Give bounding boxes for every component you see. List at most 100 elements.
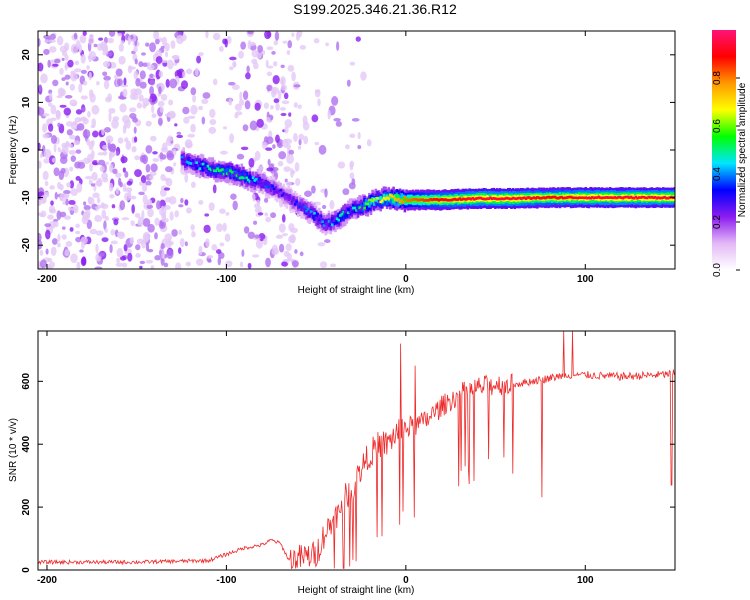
ridge-cell	[318, 215, 321, 218]
noise-blob	[64, 94, 73, 99]
ridge-cell	[251, 176, 255, 180]
noise-blob	[75, 230, 81, 235]
ridge-cell	[361, 205, 365, 212]
noise-blob	[80, 116, 85, 121]
ridge-cell	[334, 218, 337, 225]
ridge-cell	[180, 155, 184, 159]
noise-blob	[98, 37, 103, 41]
noise-blob	[75, 223, 80, 228]
noise-blob	[138, 94, 144, 102]
noise-blob	[91, 104, 100, 115]
noise-blob	[96, 81, 100, 86]
ridge-cell	[484, 197, 487, 201]
noise-blob	[167, 110, 176, 119]
noise-blob	[255, 238, 264, 249]
ridge-cell	[466, 197, 470, 200]
noise-blob	[278, 223, 286, 233]
ridge-cell	[661, 196, 665, 199]
noise-blob	[104, 215, 109, 221]
noise-blob	[69, 134, 76, 140]
noise-blob	[299, 251, 304, 257]
ridge-cell	[456, 198, 460, 201]
ridge-cell	[476, 196, 479, 200]
ridge-cell	[463, 197, 466, 201]
noise-blob	[47, 123, 54, 132]
noise-blob	[240, 146, 249, 151]
noise-blob	[80, 69, 87, 74]
ridge-cell	[482, 197, 486, 201]
noise-blob	[228, 81, 236, 86]
ridge-cell	[356, 205, 360, 212]
ridge-cell	[201, 162, 205, 166]
noise-blob	[275, 102, 280, 111]
noise-blob	[190, 224, 195, 231]
noise-blob	[284, 178, 288, 183]
noise-blob	[163, 187, 171, 191]
noise-blob	[110, 229, 116, 236]
ridge-cell	[229, 169, 232, 173]
ridge-cell	[284, 194, 287, 200]
noise-blob	[335, 121, 342, 127]
ridge-cell	[392, 197, 395, 204]
noise-blob	[266, 167, 274, 172]
ridge-cell	[204, 162, 208, 169]
noise-blob	[75, 109, 83, 115]
noise-blob	[73, 68, 82, 73]
noise-blob	[64, 54, 69, 61]
noise-blob	[336, 41, 340, 51]
ridge-cell	[301, 207, 305, 210]
noise-blob	[48, 39, 56, 43]
ridge-cell	[243, 173, 247, 176]
noise-blob	[235, 111, 243, 116]
noise-blob	[68, 200, 76, 205]
noise-blob	[294, 162, 300, 172]
noise-blob	[171, 229, 178, 237]
noise-blob	[69, 83, 76, 91]
noise-blob	[45, 248, 49, 255]
ridge-cell	[381, 199, 384, 203]
noise-blob	[80, 236, 88, 244]
noise-blob	[234, 103, 242, 111]
noise-blob	[147, 208, 154, 218]
ridge-cell	[255, 178, 258, 181]
noise-blob	[69, 180, 75, 189]
noise-blob	[89, 93, 96, 103]
noise-blob	[349, 172, 355, 180]
noise-blob	[127, 35, 131, 46]
ridge-cell	[392, 195, 395, 199]
noise-blob	[59, 88, 66, 97]
ridge-cell	[406, 199, 410, 203]
noise-blob	[139, 81, 147, 89]
noise-blob	[150, 135, 157, 142]
noise-blob	[170, 40, 176, 49]
ridge-cell	[642, 195, 646, 199]
noise-blob	[142, 194, 148, 205]
noise-blob	[256, 118, 264, 128]
ridge-cell	[196, 164, 200, 167]
ridge-cell	[313, 211, 316, 215]
ridge-cell	[308, 211, 311, 215]
ridge-cell	[313, 215, 316, 221]
ridge-cell	[602, 196, 605, 199]
noise-blob	[115, 187, 119, 195]
noise-blob	[135, 253, 141, 258]
noise-blob	[224, 233, 231, 243]
noise-blob	[75, 149, 82, 154]
noise-blob	[285, 243, 292, 252]
ridge-cell	[198, 158, 202, 168]
noise-blob	[182, 106, 190, 115]
noise-blob	[102, 50, 106, 56]
noise-blob	[264, 31, 271, 40]
ridge-cell	[366, 202, 370, 206]
noise-blob	[232, 62, 236, 67]
ridge-cell	[327, 220, 331, 223]
ridge-cell	[560, 195, 563, 199]
ridge-cell	[306, 208, 310, 219]
noise-blob	[254, 234, 260, 239]
noise-blob	[159, 188, 167, 197]
noise-blob	[79, 34, 87, 44]
snr-y-tick-label: 200	[21, 498, 32, 515]
spectrogram-y-label: Frequency (Hz)	[8, 116, 19, 185]
ridge-cell	[187, 156, 190, 163]
noise-blob	[145, 259, 154, 264]
